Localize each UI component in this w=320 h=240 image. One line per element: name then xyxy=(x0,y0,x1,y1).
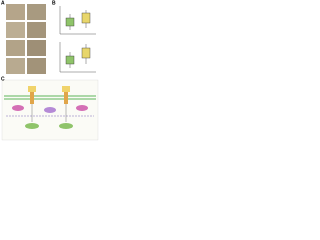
micrograph xyxy=(6,58,25,74)
box xyxy=(81,12,91,24)
panel-label: C xyxy=(1,76,5,82)
box xyxy=(65,55,75,65)
panel-label: B xyxy=(52,0,56,6)
micrograph xyxy=(27,4,46,20)
channel xyxy=(64,92,68,104)
receptor xyxy=(28,86,36,92)
micrograph xyxy=(27,40,46,56)
box xyxy=(81,47,91,59)
box-plots xyxy=(59,6,96,73)
protein xyxy=(25,123,39,129)
figure: A B C xyxy=(1,0,99,141)
pathway-diagram xyxy=(1,79,99,141)
protein xyxy=(76,105,88,111)
protein xyxy=(44,107,56,113)
panel-label: A xyxy=(1,0,5,6)
micrograph xyxy=(27,22,46,38)
micrograph xyxy=(6,40,25,56)
micrograph-grid xyxy=(6,4,46,74)
arrow xyxy=(31,104,67,122)
box xyxy=(65,17,75,27)
micrograph xyxy=(6,4,25,20)
protein xyxy=(59,123,73,129)
micrograph xyxy=(27,58,46,74)
receptor xyxy=(62,86,70,92)
micrograph xyxy=(6,22,25,38)
channel xyxy=(30,92,34,104)
page: {"panels": {"a": {"label": "A"}, "b": {"… xyxy=(0,0,100,142)
protein xyxy=(12,105,24,111)
